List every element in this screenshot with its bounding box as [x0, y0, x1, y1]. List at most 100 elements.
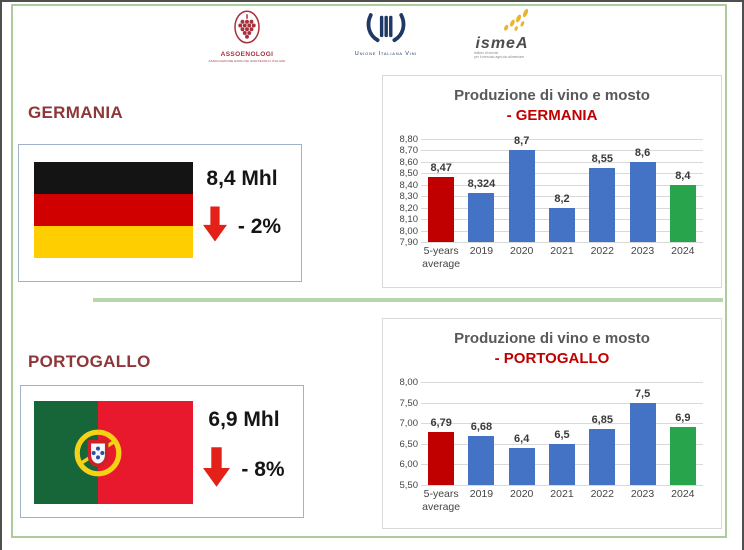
gridline	[421, 382, 703, 383]
y-tick-label: 8,50	[399, 168, 419, 180]
portugal-flag-red-band	[97, 401, 193, 504]
section-divider	[93, 298, 723, 302]
chart-subtitle: - PORTOGALLO	[494, 350, 610, 367]
y-tick-label: 8,10	[399, 214, 419, 226]
chart-title: Produzione di vino e mosto	[454, 330, 650, 347]
bar-2022	[589, 429, 616, 485]
assoenologi-grapes-icon	[232, 9, 262, 50]
y-tick-label: 8,40	[399, 179, 419, 191]
bar-data-label: 6,4	[514, 432, 530, 445]
bar-data-label: 8,6	[634, 146, 651, 159]
portogallo-stat: 6,9 Mhl - 8%	[191, 408, 297, 495]
bar-2020	[508, 150, 535, 242]
y-tick-label: 8,60	[399, 156, 419, 168]
germania-production-value: 8,4 Mhl	[206, 167, 278, 190]
x-tick-label: 2021	[550, 488, 574, 500]
chart-card-germania: Produzione di vino e mosto - GERMANIA 8,…	[382, 75, 722, 288]
germany-flag-stripe-red	[34, 194, 193, 226]
x-tick-label: 2024	[671, 488, 695, 500]
gridline	[421, 139, 703, 140]
y-tick-label: 8,80	[399, 134, 419, 145]
gridline	[421, 196, 703, 198]
y-axis: 8,00 7,50 7,00 6,50 6,00 5,50	[389, 377, 421, 491]
x-axis: 5-years average 2019 2020 2021 2022 2023 2024	[421, 245, 703, 271]
chart-title: Produzione di vino e mosto	[454, 87, 650, 104]
bar-2023	[629, 161, 656, 242]
x-tick-label: 2022	[590, 245, 614, 257]
ismea-logo-name: ismeA	[475, 35, 529, 52]
bar-data-label: 8,47	[430, 161, 452, 174]
y-tick-label: 8,00	[399, 377, 419, 388]
bar-data-label: 6,85	[591, 414, 613, 427]
ismea-logo-tagline-2: per il mercato agricolo alimentare	[474, 55, 525, 60]
bar-2021	[549, 207, 575, 242]
germany-flag-stripe-black	[34, 162, 193, 194]
portogallo-flag-card: 6,9 Mhl - 8%	[20, 385, 304, 518]
uiv-lyre-icon	[362, 12, 410, 49]
portugal-flag-green-band	[34, 401, 98, 504]
section-title-germania: GERMANIA	[28, 103, 123, 122]
bar-data-label: 8,2	[554, 192, 570, 205]
y-tick-label: 5,50	[399, 480, 419, 491]
y-tick-label: 8,30	[399, 191, 419, 203]
x-tick-label: 2020	[510, 488, 534, 500]
y-tick-label: 7,50	[399, 397, 419, 409]
germany-flag-stripe-gold	[34, 226, 193, 258]
x-tick-label: 2021	[550, 245, 574, 257]
assoenologi-logo-tagline: ASSOCIAZIONE ENOLOGI ENOTECNICI ITALIANI	[208, 59, 286, 63]
germania-change-percent: - 2%	[237, 214, 282, 238]
gridline	[421, 423, 703, 425]
down-arrow-icon	[202, 203, 227, 250]
unione-italiana-vini-logo: Unione Italiana Vini	[341, 12, 431, 57]
portogallo-change-percent: - 8%	[241, 457, 285, 481]
bar-5-years-average	[428, 176, 455, 242]
bar-2020	[508, 447, 535, 485]
chart-subtitle: - GERMANIA	[506, 107, 598, 124]
y-tick-label: 8,70	[399, 145, 419, 157]
portogallo-production-value: 6,9 Mhl	[208, 408, 280, 431]
bar-data-label: 8,55	[591, 152, 613, 165]
bar-data-label: 6,9	[675, 412, 691, 425]
germania-flag-card: 8,4 Mhl - 2%	[18, 144, 302, 282]
bar-2023	[629, 402, 656, 485]
x-tick-label: 2019	[469, 245, 494, 257]
bar-2024	[669, 427, 696, 485]
x-axis: 5-years average 2019 2020 2021 2022 2023 2024	[421, 488, 703, 514]
section-title-portogallo: PORTOGALLO	[28, 352, 151, 371]
gridline	[421, 184, 703, 186]
ismea-logo: ismeA Istituto di servizi per il mercato…	[456, 8, 548, 60]
bar-data-label: 8,324	[467, 178, 496, 191]
bar-2019	[468, 436, 495, 485]
gridline	[421, 242, 703, 243]
x-tick-label: 5-years average	[422, 245, 461, 270]
y-axis: 8,80 8,70 8,60 8,50 8,40 8,30 8,20 8,10 8,00 7,90	[389, 134, 421, 248]
bar-data-label: 8,4	[675, 169, 691, 182]
y-tick-label: 8,20	[399, 202, 419, 214]
assoenologi-logo: ASSOENOLOGI ASSOCIAZIONE ENOLOGI ENOTECN…	[208, 9, 286, 63]
bar-data-label: 6,68	[470, 421, 493, 434]
bar-2019	[468, 193, 495, 242]
bar-data-label: 6,79	[430, 416, 452, 429]
gridline	[421, 402, 703, 404]
x-tick-label: 2023	[630, 488, 655, 500]
x-tick-label: 2019	[469, 488, 494, 500]
gridline	[421, 150, 703, 152]
gridline	[421, 161, 703, 163]
x-tick-label: 2023	[630, 245, 655, 257]
plot-area: 8,47 8,324 8,7 8,2 8,55 8,6 8,4	[421, 135, 703, 243]
gridline	[421, 173, 703, 175]
y-tick-label: 8,00	[399, 225, 419, 237]
x-tick-label: 2022	[590, 488, 614, 500]
y-tick-label: 6,50	[399, 438, 419, 450]
x-tick-label: 2020	[510, 245, 534, 257]
y-tick-label: 7,90	[399, 237, 419, 248]
bar-5-years-average	[428, 431, 455, 485]
bar-2021	[549, 443, 575, 485]
portugal-flag	[34, 401, 193, 504]
germany-flag	[34, 162, 193, 258]
x-tick-label: 5-years average	[422, 488, 461, 513]
ismea-logo-tagline-1: Istituto di servizi	[474, 51, 499, 55]
bar-data-label: 7,5	[634, 387, 651, 400]
chart-card-portogallo: Produzione di vino e mosto - PORTOGALLO …	[382, 318, 722, 529]
bar-data-label: 8,7	[514, 135, 530, 148]
